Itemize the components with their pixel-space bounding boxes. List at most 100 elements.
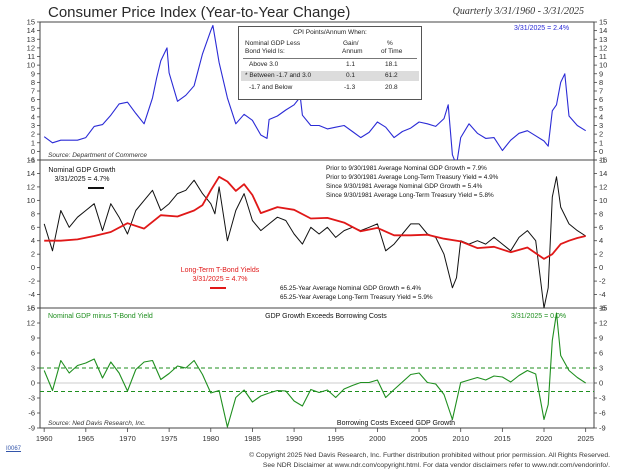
lower-zone-label: Borrowing Costs Exceed GDP Growth [337,420,455,427]
y-tick-label-right: 11 [599,52,607,61]
y-tick-label-right: 0 [599,379,603,388]
cpi-table-col3-header: of Time [381,48,403,55]
x-tick-label: 2010 [452,434,469,443]
y-tick-label-right: 3 [599,121,603,130]
y-tick-label-left: -4 [28,290,35,299]
x-tick-label: 1980 [202,434,219,443]
y-tick-label-right: 10 [599,196,607,205]
cpi-table-row-gain: -1.3 [344,84,356,91]
cpi-line [43,24,586,160]
y-tick-label-right: 15 [599,18,607,27]
x-tick-label: 1990 [286,434,303,443]
y-tick-label-left: 3 [31,364,35,373]
x-tick-label: 2025 [577,434,594,443]
cpi-table-row-pct: 18.1 [385,61,398,68]
cpi-table-col1-header: Nominal GDP Less [245,40,301,47]
y-tick-label-left: -1 [28,156,35,165]
y-tick-label-left: 8 [31,78,35,87]
y-tick-label-left: 5 [31,104,35,113]
y-tick-label-right: -6 [599,304,606,313]
y-tick-label-right: 2 [599,130,603,139]
y-tick-label-right: 9 [599,334,603,343]
y-tick-label-right: 12 [599,319,607,328]
y-tick-label-left: 14 [27,26,35,35]
note-4: Since 9/30/1981 Average Long-Term Treasu… [326,192,494,199]
y-tick-label-left: -9 [28,424,35,433]
y-tick-label-right: 16 [599,156,607,165]
y-tick-label-right: 8 [599,209,603,218]
y-tick-label-right: 0 [599,263,603,272]
avg-gdp-note: 65.25-Year Average Nominal GDP Growth = … [280,285,421,292]
y-tick-label-left: 6 [31,349,35,358]
chart-period: Quarterly 3/31/1960 - 3/31/2025 [452,6,584,17]
y-tick-label-right: 14 [599,169,607,178]
y-tick-label-left: -6 [28,409,35,418]
y-tick-label-right: 3 [599,364,603,373]
cpi-table-col2-header: Gain/ [343,40,359,47]
y-tick-label-right: 12 [599,182,607,191]
y-tick-label-right: -3 [599,394,606,403]
cpi-latest-label: 3/31/2025 = 2.4% [514,25,569,32]
y-tick-label-left: 10 [27,196,35,205]
avg-bond-note: 65.25-Year Average Long-Term Treasury Yi… [280,294,433,301]
y-tick-label-left: -3 [28,394,35,403]
bond-latest-label: 3/31/2025 = 4.7% [192,276,247,283]
cpi-table-highlight [241,71,419,81]
bond-label: Long-Term T-Bond Yields [181,267,260,274]
cpi-table-row-pct: 61.2 [385,72,398,79]
y-tick-label-right: 9 [599,69,603,78]
y-tick-label-left: 4 [31,112,35,121]
y-tick-label-left: 2 [31,130,35,139]
spread-title: Nominal GDP minus T-Bond Yield [48,313,153,320]
x-tick-label: 1995 [327,434,344,443]
y-tick-label-right: 5 [599,104,603,113]
y-tick-label-right: 7 [599,87,603,96]
x-tick-label: 1975 [161,434,178,443]
chart-id-link[interactable]: I0067 [6,446,22,452]
y-tick-label-left: 7 [31,87,35,96]
y-tick-label-left: 8 [31,209,35,218]
y-tick-label-right: 13 [599,35,607,44]
cpi-stats-table: CPI Points/Annum When: Nominal GDP Less … [238,26,422,100]
y-tick-label-left: 2 [31,250,35,259]
x-tick-label: 1960 [36,434,53,443]
cpi-table-row-pct: 20.8 [385,84,398,91]
spread-source: Source: Ned Davis Research, Inc. [48,420,146,427]
note-1: Prior to 9/30/1981 Average Nominal GDP G… [326,165,487,172]
cpi-table-col1-header: Bond Yield Is: [245,48,285,55]
y-tick-label-right: 8 [599,78,603,87]
x-tick-label: 2015 [494,434,511,443]
y-tick-label-left: -2 [28,277,35,286]
cpi-table-divider [243,58,417,59]
spread-line [43,312,587,428]
y-tick-label-right: 6 [599,95,603,104]
x-tick-label: 2020 [536,434,553,443]
x-tick-label: 2000 [369,434,386,443]
x-tick-label: 1985 [244,434,261,443]
gdp-label: Nominal GDP Growth [48,167,115,174]
gdp-latest-label: 3/31/2025 = 4.7% [54,176,109,183]
cpi-table-row-gain: 1.1 [346,61,356,68]
y-tick-label-left: 13 [27,35,35,44]
y-tick-label-left: 0 [31,147,35,156]
y-tick-label-left: 14 [27,169,35,178]
y-tick-label-left: 0 [31,263,35,272]
y-tick-label-left: 6 [31,223,35,232]
y-tick-label-left: 15 [27,304,35,313]
y-tick-label-left: 11 [27,52,35,61]
y-tick-label-right: 6 [599,349,603,358]
cpi-table-col2-header: Annum [342,48,363,55]
y-tick-label-left: 1 [31,138,35,147]
y-tick-label-left: 0 [31,379,35,388]
y-tick-label-right: 4 [599,112,603,121]
gdp-line [43,176,586,308]
y-tick-label-right: 10 [599,61,607,70]
y-tick-label-left: 6 [31,95,35,104]
y-tick-label-left: 10 [27,61,35,70]
y-tick-label-right: 15 [599,304,607,313]
y-tick-label-right: 12 [599,43,607,52]
x-tick-label: 1970 [119,434,136,443]
y-tick-label-left: 16 [27,156,35,165]
y-tick-label-right: 2 [599,250,603,259]
footer-disclaimer: See NDR Disclaimer at www.ndr.com/copyri… [262,462,610,469]
